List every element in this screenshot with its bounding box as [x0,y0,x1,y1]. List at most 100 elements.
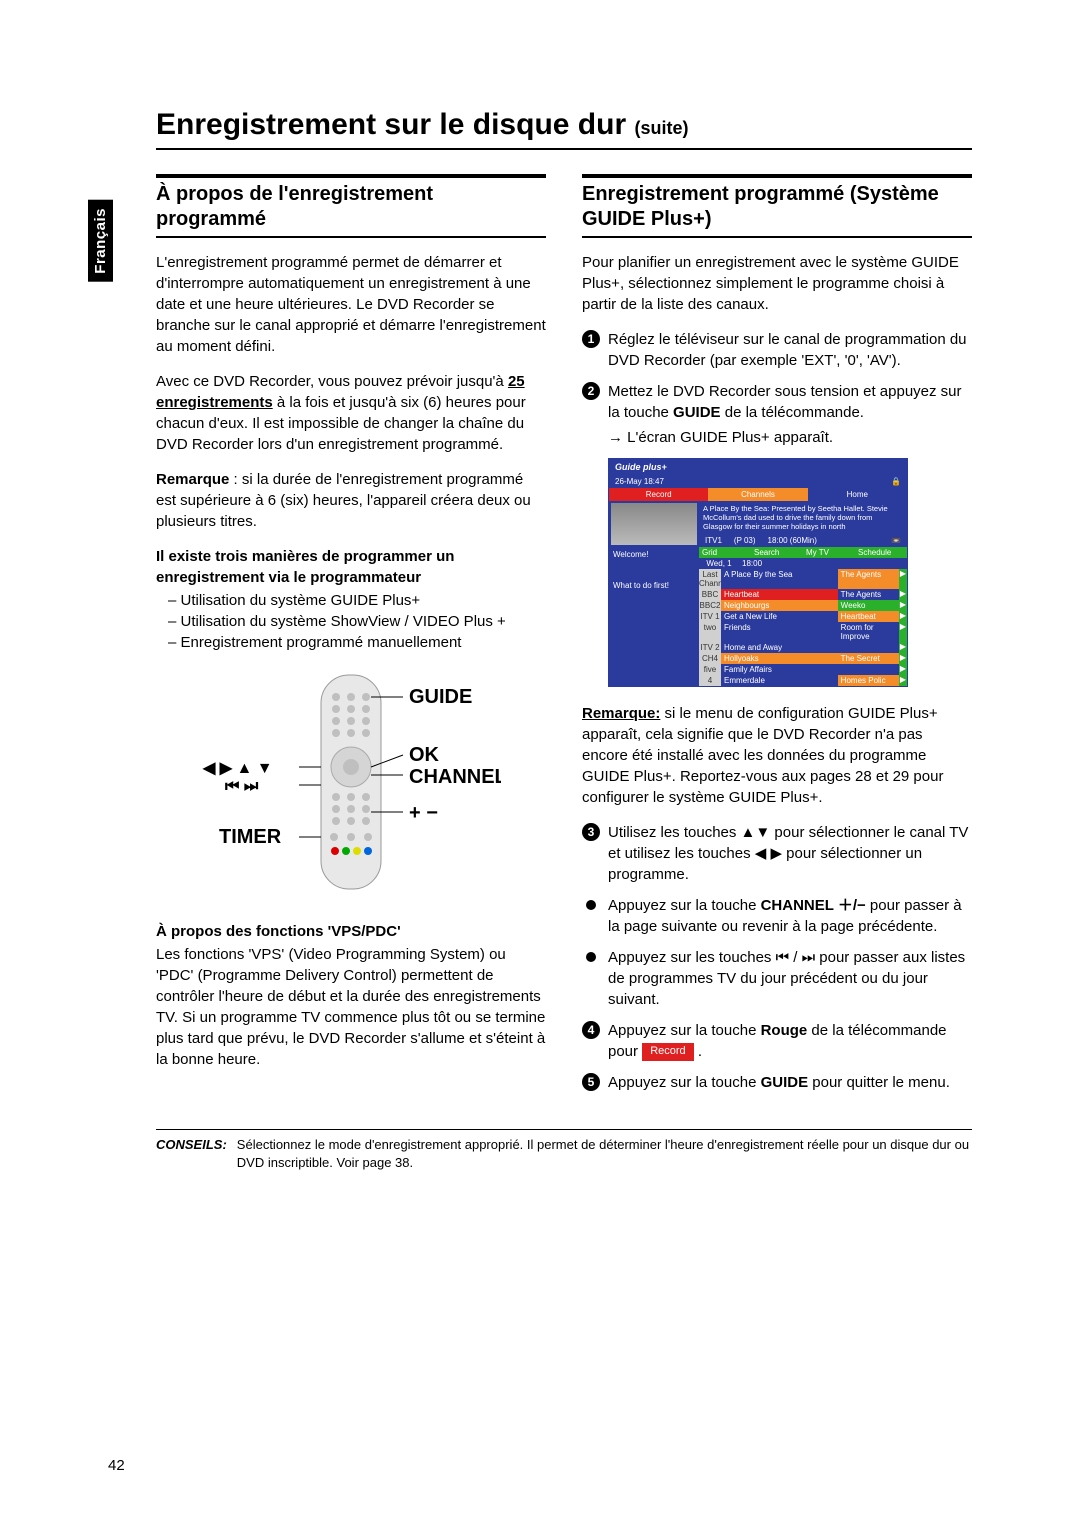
gs-statusbar: 26-May 18:47 🔒 [609,475,907,488]
gs-tabs: Record Channels Home [609,488,907,501]
gs-programme-row: 4EmmerdaleHomes Polic▶ [699,675,907,686]
gs-programme-row: BBCHeartbeatThe Agents▶ [699,589,907,600]
footer-text: Sélectionnez le mode d'enregistrement ap… [237,1136,972,1172]
methods-title: Il existe trois manières de programmer u… [156,546,546,588]
gs-row-prog2 [838,642,899,653]
page-title-suffix: (suite) [634,118,688,138]
gs-row-channel: ITV 1 [699,611,721,622]
gs-row-prog2: The Agents [838,569,899,589]
page-title-main: Enregistrement sur le disque dur [156,108,626,141]
left-column: À propos de l'enregistrement programmé L… [156,174,546,1103]
step-1: 1 Réglez le téléviseur sur le canal de p… [582,329,972,371]
vps-title: À propos des fonctions 'VPS/PDC' [156,923,401,940]
step-2: 2 Mettez le DVD Recorder sous tension et… [582,381,972,423]
gs-row-prog2 [838,664,899,675]
step-number-icon: 1 [582,330,600,348]
list-item: Enregistrement programmé manuellement [156,632,546,653]
gs-programme-row: twoFriendsRoom for Improve▶ [699,622,907,642]
bullet-channel: Appuyez sur la touche CHANNEL ＋/− pour p… [582,895,972,937]
section-divider [156,174,546,178]
gs-grid: Welcome! What to do first! A Place By th… [609,501,907,686]
left-remark: Remarque : si la durée de l'enregistreme… [156,469,546,532]
record-badge: Record [642,1043,693,1060]
text: de la télécommande. [721,404,864,421]
remark-label: Remarque [156,471,229,488]
guide-button-ref: GUIDE [673,404,721,421]
gs-right-panel: A Place By the Sea: Presented by Seetha … [699,501,907,686]
step-text: Appuyez sur la touche Rouge de la téléco… [608,1020,972,1062]
title-divider [156,148,972,150]
gs-row-prog1: Heartbeat [721,589,838,600]
remote-label-ok: OK [409,744,440,766]
gs-row-arrow-icon: ▶ [899,622,907,642]
gs-hdr-cell: Schedule [855,547,907,558]
vps-heading: À propos des fonctions 'VPS/PDC' [156,921,546,942]
section-divider [582,236,972,238]
vps-text: Les fonctions 'VPS' (Video Programming S… [156,944,546,1070]
remote-label-plusminus: + − [409,802,438,824]
footer-label: CONSEILS: [156,1136,227,1172]
gs-programme-row: BBC2NeighbourgsWeeko▶ [699,600,907,611]
gs-info-row: ITV1 (P 03) 18:00 (60Min) 📼 [699,534,907,547]
gs-row-arrow-icon: ▶ [899,569,907,589]
gs-row-prog1: Emmerdale [721,675,838,686]
channel-button-ref: CHANNEL ＋/− [761,897,866,914]
gs-hdr-cell: Grid [699,547,751,558]
step-text: Réglez le téléviseur sur le canal de pro… [608,329,972,371]
gs-row-arrow-icon: ▶ [899,600,907,611]
gs-left-text: What to do first! [609,578,699,593]
gs-row-prog1: Family Affairs [721,664,838,675]
rouge-button-ref: Rouge [761,1022,808,1039]
step-number-icon: 5 [582,1073,600,1091]
content-columns: À propos de l'enregistrement programmé L… [156,174,972,1103]
guide-plus-screenshot: Guide plus+ 26-May 18:47 🔒 Record Channe… [608,458,908,687]
list-item: Utilisation du système GUIDE Plus+ [156,590,546,611]
gs-header-row: Grid Search My TV Schedule [699,547,907,558]
gs-hdr-cell: My TV [803,547,855,558]
gs-row-arrow-icon: ▶ [899,589,907,600]
right-note: Remarque: si le menu de configuration GU… [582,703,972,808]
bullet-text: Appuyez sur la touche CHANNEL ＋/− pour p… [608,895,972,937]
gs-row-prog1: Get a New Life [721,611,838,622]
gs-row-channel: BBC [699,589,721,600]
gs-timeslot: 18:00 [739,558,849,569]
footer-tip: CONSEILS: Sélectionnez le mode d'enregis… [156,1136,972,1172]
gs-row-arrow-icon: ▶ [899,642,907,653]
gs-row-prog2: Weeko [838,600,899,611]
step-text: Appuyez sur la touche GUIDE pour quitter… [608,1072,950,1093]
step-text: Utilisez les touches ▲▼ pour sélectionne… [608,822,972,885]
step-number-icon: 2 [582,382,600,400]
page-title: Enregistrement sur le disque dur (suite) [156,108,972,142]
gs-row-arrow-icon: ▶ [899,653,907,664]
gs-row-channel: BBC2 [699,600,721,611]
gs-row-arrow-icon: ▶ [899,675,907,686]
gs-row-prog2: The Agents [838,589,899,600]
remote-diagram: GUIDE OK CHANNEL + − ◀ ▶ ▲ ▼ ⏮ ⏭ TIMER [156,667,546,897]
gs-tab-channels: Channels [708,488,807,501]
right-section-title: Enregistrement programmé (Système GUIDE … [582,182,972,232]
gs-hdr-cell: Search [751,547,803,558]
gs-programme-row: fiveFamily Affairs▶ [699,664,907,675]
gs-programme-row: ITV 1Get a New LifeHeartbeat▶ [699,611,907,622]
text: Appuyez sur la touche [608,1074,761,1091]
step-5: 5 Appuyez sur la touche GUIDE pour quitt… [582,1072,972,1093]
remote-label-guide: GUIDE [409,686,472,708]
gs-programme-rows: Last ChannelA Place By the SeaThe Agents… [699,569,907,686]
bullet-icon [586,952,596,962]
left-section-title: À propos de l'enregistrement programmé [156,182,546,232]
gs-row-arrow-icon: ▶ [899,611,907,622]
remote-label-channel: CHANNEL [409,766,501,788]
text: Appuyez sur la touche [608,1022,761,1039]
gs-left-panel: Welcome! What to do first! [609,501,699,686]
section-divider [156,236,546,238]
gs-channel: ITV1 [699,534,728,547]
gs-row-prog2: Homes Polic [838,675,899,686]
methods-list: Utilisation du système GUIDE Plus+ Utili… [156,590,546,653]
gs-row-prog1: Friends [721,622,838,642]
gs-row-prog1: Home and Away [721,642,838,653]
text: pour quitter le menu. [808,1074,950,1091]
page-content: Enregistrement sur le disque dur (suite)… [108,108,972,1172]
gs-tab-home: Home [808,488,907,501]
gs-programme-row: ITV 2Home and Away▶ [699,642,907,653]
gs-row-arrow-icon: ▶ [899,664,907,675]
